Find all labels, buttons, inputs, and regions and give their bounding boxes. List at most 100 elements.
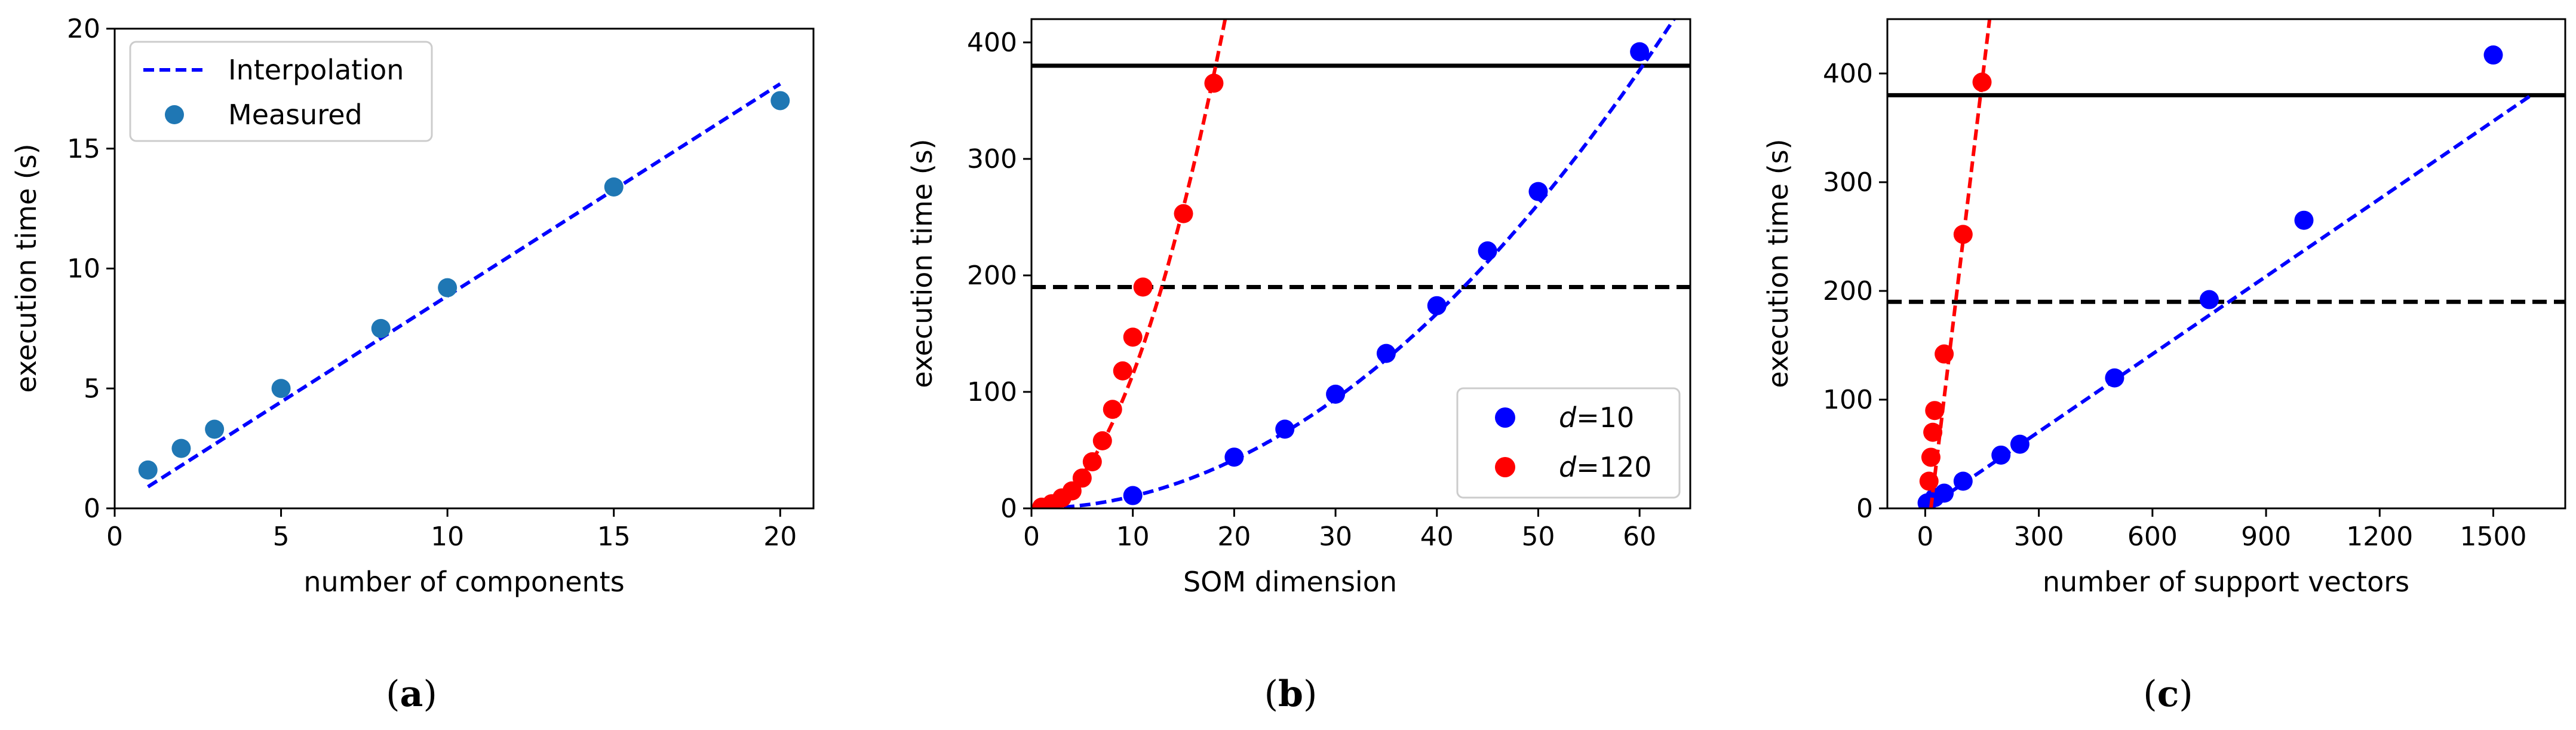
panel-c-point-red bbox=[1921, 447, 1941, 467]
panel-b-xtick-label: 60 bbox=[1623, 522, 1656, 552]
panel-b-point-d=10 bbox=[1224, 447, 1244, 467]
panel-b-point-d=10 bbox=[1478, 241, 1497, 261]
panel-a-xtick-label: 15 bbox=[597, 522, 631, 552]
panel-a-xtick-label: 20 bbox=[763, 522, 797, 552]
legend-d120-swatch bbox=[1495, 457, 1515, 477]
legend-d120-label: d=120 bbox=[1559, 451, 1652, 483]
panel-b-fit-d=120 bbox=[1031, 19, 1227, 508]
panel-b-point-d=120 bbox=[1062, 481, 1082, 501]
legend-d120-eq: =120 bbox=[1576, 451, 1651, 483]
panel-b-ytick-label: 200 bbox=[967, 260, 1017, 291]
panel-b-point-d=10 bbox=[1427, 296, 1447, 315]
legend-d10-eq: =10 bbox=[1576, 401, 1634, 434]
panel-b-ytick-label: 400 bbox=[967, 27, 1017, 58]
panel-b-ytick-label: 0 bbox=[1000, 493, 1017, 524]
panel-a-measured-point bbox=[770, 91, 790, 111]
panel-c-axes-frame bbox=[1886, 18, 2566, 510]
panel-b-legend: d=10 d=120 bbox=[1456, 387, 1681, 499]
panel-a-ytick-label: 5 bbox=[84, 373, 100, 404]
panel-b-point-d=120 bbox=[1204, 73, 1224, 93]
panel-a-measured-point bbox=[438, 278, 458, 297]
panel-b-point-d=120 bbox=[1082, 452, 1102, 471]
caption-c-open: ( bbox=[2143, 673, 2157, 715]
panel-b-point-d=120 bbox=[1113, 361, 1132, 381]
panel-a-measured-point bbox=[171, 438, 191, 458]
panel-b-axes-frame bbox=[1030, 18, 1691, 510]
panel-c-point-red bbox=[1923, 422, 1943, 442]
panel-c-point-red bbox=[1919, 471, 1939, 491]
panel-b-xtick-label: 30 bbox=[1319, 522, 1352, 552]
panel-a-measured-point bbox=[271, 379, 291, 398]
panel-a-ytick-label: 15 bbox=[67, 134, 100, 164]
panel-a: 0 5 10 15 20 0 5 10 15 20 number of components ex… bbox=[10, 14, 815, 598]
panel-c-fit-red bbox=[1929, 19, 1992, 508]
panel-c-point-blue bbox=[2294, 210, 2314, 230]
panel-c-point-blue bbox=[1935, 483, 1954, 503]
panel-c-xtick-label: 0 bbox=[1917, 522, 1933, 552]
panel-a-ytick-label: 0 bbox=[84, 493, 100, 524]
panel-b-point-d=10 bbox=[1275, 419, 1295, 439]
legend-d120-var: d bbox=[1559, 451, 1577, 483]
panel-b-point-d=120 bbox=[1092, 431, 1112, 450]
panel-c-point-blue bbox=[2105, 368, 2124, 388]
legend-d10-var: d bbox=[1559, 401, 1577, 434]
panel-b-point-d=120 bbox=[1123, 327, 1143, 347]
panel-a-ylabel: execution time (s) bbox=[10, 143, 42, 392]
caption-a-letter: a bbox=[400, 673, 423, 715]
panel-b-ytick-label: 100 bbox=[967, 377, 1017, 407]
panel-c-xtick-label: 600 bbox=[2127, 522, 2178, 552]
panel-b: 0 10 20 30 40 50 60 0 100 200 300 400 SOM dimension… bbox=[906, 18, 1691, 598]
panel-c-ytick-label: 300 bbox=[1823, 167, 1873, 198]
panel-a-xtick-label: 5 bbox=[273, 522, 290, 552]
panel-b-xtick-label: 40 bbox=[1420, 522, 1454, 552]
caption-a-close: ) bbox=[423, 673, 437, 715]
panel-a-ytick-label: 10 bbox=[67, 254, 100, 284]
legend-measured-label: Measured bbox=[228, 99, 363, 131]
panel-c-fit-blue bbox=[1933, 93, 2532, 505]
panel-a-measured-point bbox=[205, 419, 225, 439]
panel-c: 0 300 600 900 1200 1500 0 100 200 300 400 number o… bbox=[1762, 18, 2566, 598]
panel-c-ytick-label: 200 bbox=[1823, 276, 1873, 306]
panel-c-point-red bbox=[1953, 225, 1973, 244]
legend-d10-swatch bbox=[1495, 407, 1515, 428]
panel-a-xlabel: number of components bbox=[303, 566, 624, 598]
panel-c-xtick-label: 1500 bbox=[2460, 522, 2527, 552]
panel-b-xtick-label: 20 bbox=[1217, 522, 1251, 552]
panel-a-legend-box bbox=[129, 41, 433, 142]
panel-b-point-d=120 bbox=[1133, 277, 1153, 297]
panel-b-xtick-label: 0 bbox=[1023, 522, 1040, 552]
panel-b-ylabel: execution time (s) bbox=[906, 139, 938, 388]
panel-c-point-blue bbox=[2010, 434, 2030, 454]
caption-b: (b) bbox=[1264, 673, 1318, 715]
panel-a-measured-point bbox=[604, 177, 624, 197]
panel-b-fit-d=10 bbox=[1031, 19, 1677, 508]
panel-c-xtick-label: 1200 bbox=[2346, 522, 2413, 552]
caption-c-letter: c bbox=[2157, 673, 2179, 715]
legend-interpolation-label: Interpolation bbox=[228, 54, 404, 86]
panel-c-point-blue bbox=[2199, 290, 2219, 309]
panel-a-xtick-label: 0 bbox=[106, 522, 123, 552]
caption-b-open: ( bbox=[1264, 673, 1278, 715]
panel-c-xtick-label: 300 bbox=[2014, 522, 2064, 552]
panel-c-ytick-label: 100 bbox=[1823, 385, 1873, 415]
panel-b-point-d=10 bbox=[1376, 343, 1396, 363]
panel-b-point-d=10 bbox=[1630, 42, 1650, 62]
panel-a-interpolation-line bbox=[147, 82, 781, 489]
panel-a-xtick-label: 10 bbox=[431, 522, 464, 552]
panel-c-point-blue bbox=[1953, 471, 1973, 491]
panel-a-legend: Interpolation Measured bbox=[129, 41, 433, 142]
panel-c-point-red bbox=[1972, 72, 1992, 92]
panel-b-point-d=10 bbox=[1123, 486, 1143, 505]
legend-measured-swatch bbox=[165, 105, 184, 124]
caption-a-open: ( bbox=[386, 673, 400, 715]
panel-c-ytick-label: 0 bbox=[1856, 493, 1873, 524]
panel-b-xtick-label: 10 bbox=[1116, 522, 1150, 552]
panel-c-point-blue bbox=[1991, 445, 2011, 465]
panel-c-ylabel: execution time (s) bbox=[1762, 139, 1794, 388]
panel-b-xtick-label: 50 bbox=[1521, 522, 1555, 552]
panel-a-axes-frame bbox=[113, 27, 815, 510]
panel-c-xtick-label: 900 bbox=[2241, 522, 2291, 552]
panel-a-ytick-label: 20 bbox=[67, 14, 100, 44]
panel-b-point-d=120 bbox=[1103, 400, 1122, 419]
